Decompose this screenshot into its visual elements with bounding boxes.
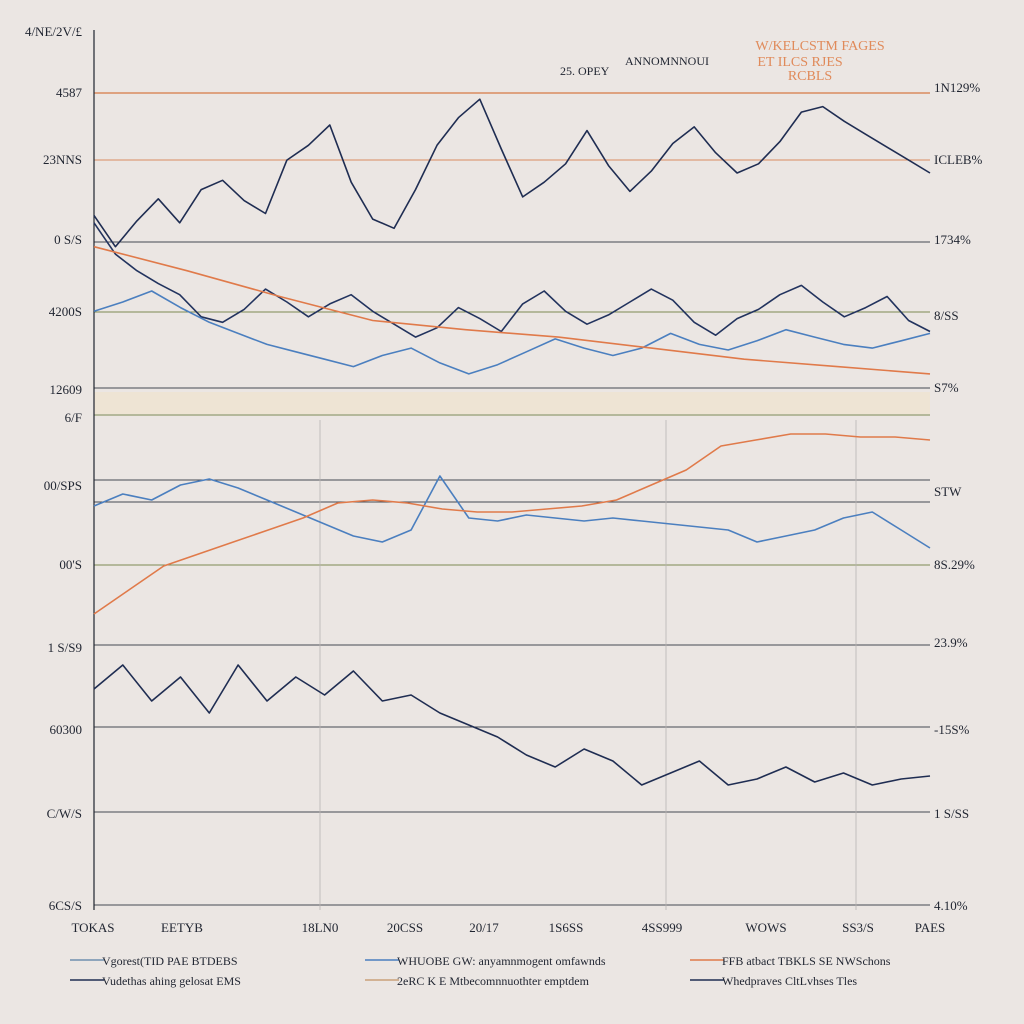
x-tick-label: 18LN0 <box>302 920 339 935</box>
legend-label: FFB atbact TBKLS SE NWSchons <box>722 954 891 968</box>
title-line-1: W/KELCSTM FAGES <box>755 39 884 54</box>
right-tick-label: S7% <box>934 380 959 395</box>
x-tick-label: EETYB <box>161 920 203 935</box>
left-tick-label: 4587 <box>56 85 83 100</box>
right-tick-label: -15S% <box>934 722 970 737</box>
right-tick-label: 1N129% <box>934 80 980 95</box>
title-line-3: RCBLS <box>788 69 832 84</box>
legend-label: Whedpraves CltLvhses Tles <box>722 974 857 988</box>
legend: Vgorest(TID PAE BTDEBS Vudethas ahing gel… <box>70 954 891 988</box>
series-line-1 <box>93 98 931 248</box>
subtitle-right: ANNOMNNOUI <box>625 54 709 68</box>
left-tick-label: 23NNS <box>43 152 82 167</box>
right-tick-label: 1 S/SS <box>934 806 969 821</box>
left-tick-label: 00/SPS <box>44 478 82 493</box>
x-tick-label: 20/17 <box>469 920 499 935</box>
right-tick-label: 8/SS <box>934 308 959 323</box>
left-tick-label: 60300 <box>50 722 83 737</box>
series-line-6 <box>93 433 931 615</box>
left-tick-label: 4/NE/2V/£ <box>25 24 83 39</box>
series-line-3 <box>93 290 931 375</box>
subtitle: 25. OPEY <box>560 64 610 78</box>
series-line-5 <box>93 475 931 549</box>
left-tick-label: 12609 <box>50 382 83 397</box>
left-tick-label: 1 S/S9 <box>48 640 82 655</box>
right-axis-ticks: 1N129% ICLEB% 1734% 8/SS S7% STW 8S.29% 23.9% -1… <box>934 80 983 913</box>
legend-label: 2eRC K E Mtbecomnnuothter emptdem <box>397 974 590 988</box>
right-tick-label: 8S.29% <box>934 557 975 572</box>
highlight-band <box>94 392 930 414</box>
left-tick-label: 6/F <box>65 410 82 425</box>
legend-label: WHUOBE GW: anyamnmogent omfawnds <box>397 954 606 968</box>
title-line-2: ET ILCS RJES <box>757 55 842 70</box>
x-tick-label: TOKAS <box>71 920 114 935</box>
left-tick-label: 0 S/S <box>54 232 82 247</box>
x-tick-label: 20CSS <box>387 920 423 935</box>
left-tick-label: C/W/S <box>47 806 82 821</box>
right-tick-label: 23.9% <box>934 635 968 650</box>
left-tick-label: 6CS/S <box>49 898 82 913</box>
left-tick-label: 4200S <box>49 304 82 319</box>
series-lines <box>93 98 931 786</box>
x-axis-ticks: TOKAS EETYB 18LN0 20CSS 20/17 1S6SS 4SS999 WOWS… <box>71 920 945 935</box>
gridlines <box>93 30 930 910</box>
series-line-7 <box>93 664 931 786</box>
x-tick-label: SS3/S <box>842 920 874 935</box>
x-tick-label: PAES <box>915 920 946 935</box>
left-tick-label: 00'S <box>59 557 82 572</box>
x-tick-label: 4SS999 <box>642 920 682 935</box>
right-tick-label: STW <box>934 484 962 499</box>
series-line-2 <box>93 222 931 338</box>
legend-label: Vudethas ahing gelosat EMS <box>102 974 241 988</box>
legend-label: Vgorest(TID PAE BTDEBS <box>102 954 238 968</box>
x-tick-label: 1S6SS <box>549 920 584 935</box>
right-tick-label: 4.10% <box>934 898 968 913</box>
left-axis-ticks: 4/NE/2V/£ 4587 23NNS 0 S/S 4200S 12609 6/F 00/S… <box>25 24 83 913</box>
x-tick-label: WOWS <box>745 920 786 935</box>
series-line-4 <box>93 245 931 375</box>
right-tick-label: 1734% <box>934 232 971 247</box>
right-tick-label: ICLEB% <box>934 152 983 167</box>
